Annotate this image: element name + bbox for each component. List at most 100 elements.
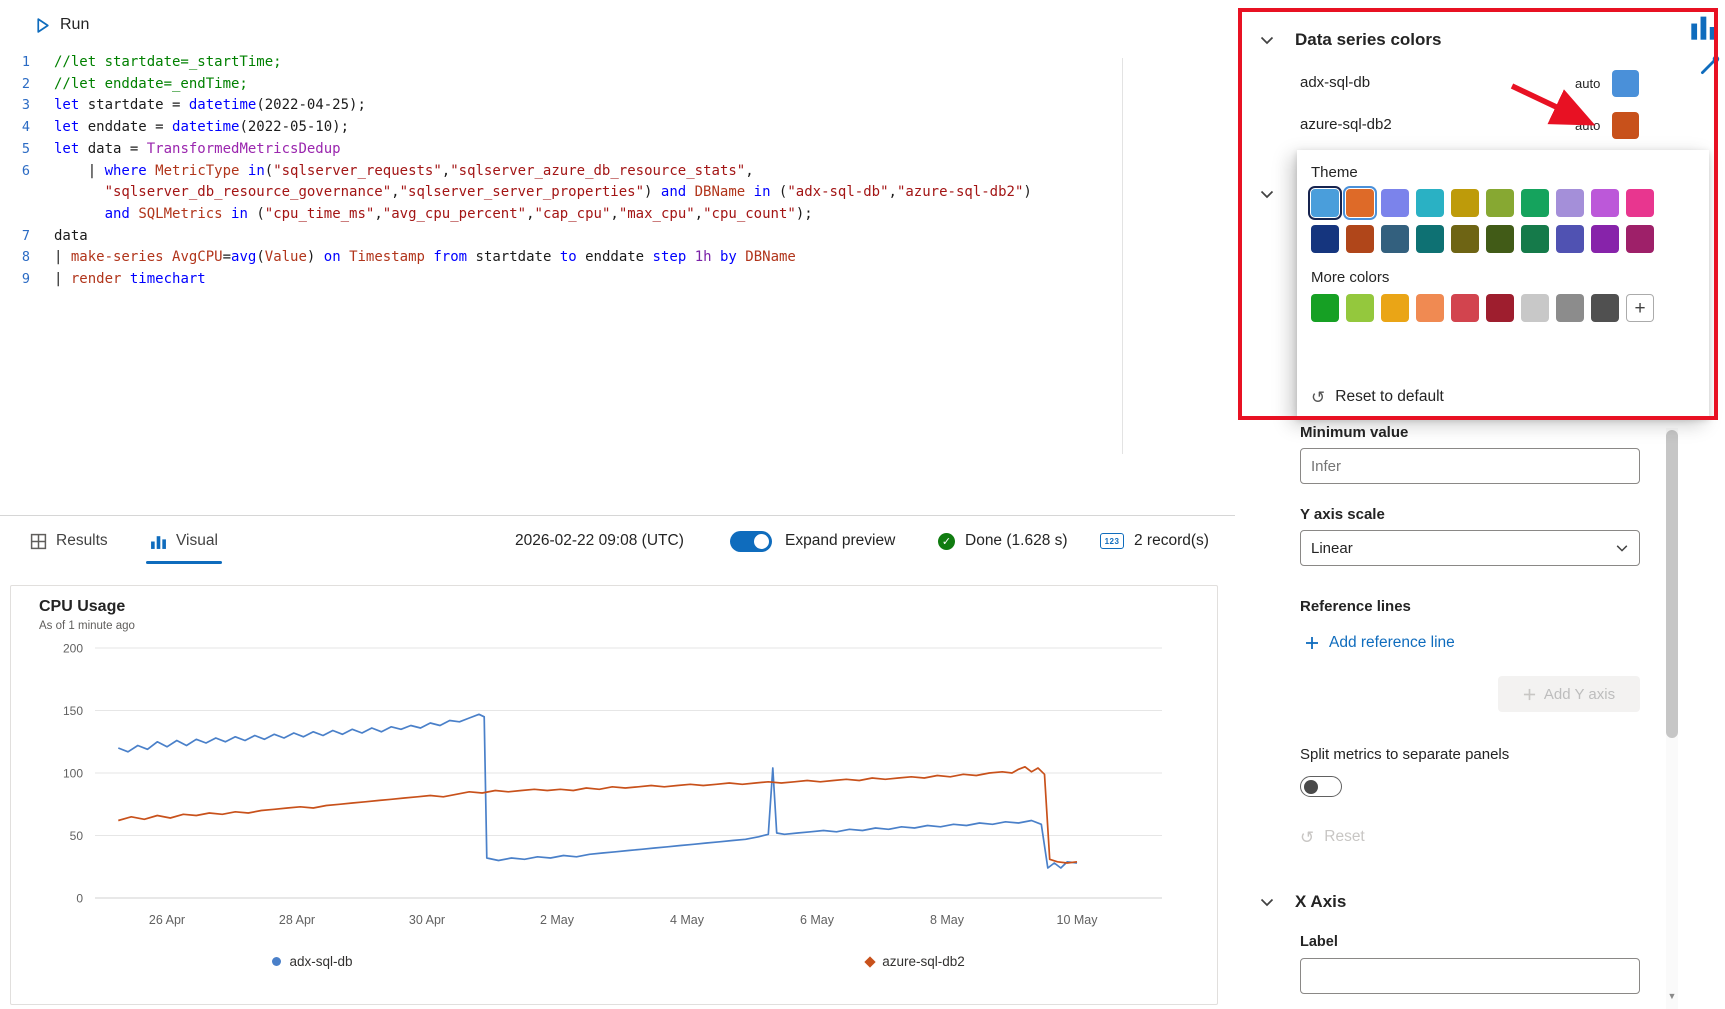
add-reference-line-button[interactable]: Add reference line xyxy=(1305,634,1455,652)
theme-color-swatch[interactable] xyxy=(1556,225,1584,253)
theme-color-swatch[interactable] xyxy=(1521,189,1549,217)
line-number: 1 xyxy=(21,54,30,70)
more-color-swatch[interactable] xyxy=(1556,294,1584,322)
more-color-swatch[interactable] xyxy=(1451,294,1479,322)
plus-icon xyxy=(1523,688,1535,700)
records-icon: 123 xyxy=(1100,533,1124,549)
theme-color-swatch[interactable] xyxy=(1311,225,1339,253)
series-color-swatch[interactable] xyxy=(1612,112,1639,139)
svg-text:8 May: 8 May xyxy=(930,913,965,927)
eyedropper-icon[interactable] xyxy=(1697,52,1723,78)
add-custom-color-button[interactable]: + xyxy=(1626,294,1654,322)
line-number xyxy=(0,182,54,204)
legend-circle-marker xyxy=(272,957,282,966)
theme-color-swatch[interactable] xyxy=(1591,225,1619,253)
chart-subtitle: As of 1 minute ago xyxy=(39,620,135,632)
cpu-usage-timechart[interactable]: 0 50 100 150 200 26 Apr 28 Apr 30 Apr 2 May 4 May… xyxy=(17,638,1207,950)
table-icon xyxy=(30,533,47,549)
expand-preview-label: Expand preview xyxy=(785,532,896,549)
line-number: 7 xyxy=(21,227,30,244)
run-play-icon xyxy=(37,17,49,33)
panel-scrollbar-thumb[interactable] xyxy=(1666,430,1678,738)
theme-color-swatch[interactable] xyxy=(1381,225,1409,253)
more-color-swatch[interactable] xyxy=(1591,294,1619,322)
add-y-axis-button[interactable]: Add Y axis xyxy=(1498,676,1640,712)
y-axis-scale-select[interactable]: Linear xyxy=(1300,530,1640,566)
legend-diamond-marker xyxy=(864,955,876,968)
theme-color-swatch[interactable] xyxy=(1626,189,1654,217)
tab-visual[interactable]: Visual xyxy=(146,516,222,566)
more-color-swatch[interactable] xyxy=(1416,294,1444,322)
scrollbar-down-arrow[interactable]: ▼ xyxy=(1667,991,1677,1001)
svg-text:4 May: 4 May xyxy=(670,913,705,927)
series-color-swatch[interactable] xyxy=(1612,70,1639,97)
reset-to-default-button[interactable]: ↺ Reset to default xyxy=(1311,388,1444,406)
more-color-swatch[interactable] xyxy=(1381,294,1409,322)
theme-color-swatch[interactable] xyxy=(1451,225,1479,253)
series-name: azure-sql-db2 xyxy=(1300,116,1392,133)
svg-text:2 May: 2 May xyxy=(540,913,575,927)
code-editor[interactable]: 1//let startdate=_startTime; 2//let endda… xyxy=(0,52,1122,291)
run-button[interactable]: Run xyxy=(34,16,89,34)
more-colors-row: + xyxy=(1311,294,1695,322)
reference-lines-label: Reference lines xyxy=(1300,598,1411,615)
code-line: 2//let enddate=_endTime; xyxy=(0,74,1122,96)
theme-color-swatch[interactable] xyxy=(1343,186,1377,220)
svg-text:26 Apr: 26 Apr xyxy=(149,913,185,927)
query-timestamp: 2026-02-22 09:08 (UTC) xyxy=(515,532,684,549)
series-auto-label: auto xyxy=(1575,76,1601,91)
theme-color-swatch[interactable] xyxy=(1521,225,1549,253)
tab-results[interactable]: Results xyxy=(30,516,108,566)
column-chart-icon[interactable] xyxy=(1689,12,1719,42)
editor-boundary xyxy=(1122,58,1123,454)
more-color-swatch[interactable] xyxy=(1346,294,1374,322)
line-number: 6 xyxy=(21,162,30,179)
section-data-series-colors[interactable]: Data series colors xyxy=(1259,30,1441,50)
legend-item[interactable]: azure-sql-db2 xyxy=(614,954,1217,969)
legend-item[interactable]: adx-sql-db xyxy=(11,954,614,969)
code-line: 6 | where MetricType in("sqlserver_reque… xyxy=(0,161,1122,183)
theme-color-swatch[interactable] xyxy=(1486,189,1514,217)
legend-label: azure-sql-db2 xyxy=(882,954,965,969)
theme-color-swatch[interactable] xyxy=(1556,189,1584,217)
code-line: 8 | make-series AvgCPU=avg(Value) on Time… xyxy=(0,247,1122,269)
theme-color-swatch[interactable] xyxy=(1308,186,1342,220)
done-label: Done (1.628 s) xyxy=(965,532,1068,549)
code-line: 4 let enddate = datetime(2022-05-10); xyxy=(0,117,1122,139)
theme-color-swatch[interactable] xyxy=(1486,225,1514,253)
minimum-value-input[interactable] xyxy=(1300,448,1640,484)
more-color-swatch[interactable] xyxy=(1521,294,1549,322)
line-number: 2 xyxy=(21,75,30,92)
theme-color-swatch[interactable] xyxy=(1381,189,1409,217)
minimum-value-label: Minimum value xyxy=(1300,424,1409,441)
theme-color-swatch[interactable] xyxy=(1451,189,1479,217)
more-color-swatch[interactable] xyxy=(1311,294,1339,322)
collapsed-section-chevron-icon[interactable] xyxy=(1259,186,1275,202)
code-line: 7 data xyxy=(0,226,1122,248)
section-x-axis[interactable]: X Axis xyxy=(1259,892,1346,912)
theme-color-swatch[interactable] xyxy=(1346,225,1374,253)
visual-settings-panel: Data series colors adx-sql-db auto azure-s… xyxy=(1245,0,1725,1009)
svg-text:10 May: 10 May xyxy=(1057,913,1099,927)
more-color-swatch[interactable] xyxy=(1486,294,1514,322)
theme-color-swatch[interactable] xyxy=(1591,189,1619,217)
theme-color-swatch[interactable] xyxy=(1626,225,1654,253)
y-axis-scale-value: Linear xyxy=(1311,539,1353,557)
run-label: Run xyxy=(60,16,90,33)
check-circle-icon: ✓ xyxy=(938,532,955,550)
theme-color-swatch[interactable] xyxy=(1416,189,1444,217)
svg-text:50: 50 xyxy=(70,829,84,843)
split-metrics-toggle[interactable] xyxy=(1300,776,1342,797)
series-color-rows: adx-sql-db auto azure-sql-db2 auto xyxy=(1245,64,1725,148)
line-number: 4 xyxy=(21,119,30,136)
add-y-axis-label: Add Y axis xyxy=(1543,685,1616,703)
series-color-row: adx-sql-db auto xyxy=(1245,64,1725,106)
theme-color-swatch[interactable] xyxy=(1416,225,1444,253)
reset-button[interactable]: ↺ Reset xyxy=(1300,828,1365,846)
svg-text:100: 100 xyxy=(63,767,83,781)
x-axis-label-input[interactable] xyxy=(1300,958,1640,994)
line-number: 5 xyxy=(21,140,30,157)
x-axis-label-label: Label xyxy=(1300,934,1338,950)
expand-preview-toggle[interactable] xyxy=(730,530,772,552)
